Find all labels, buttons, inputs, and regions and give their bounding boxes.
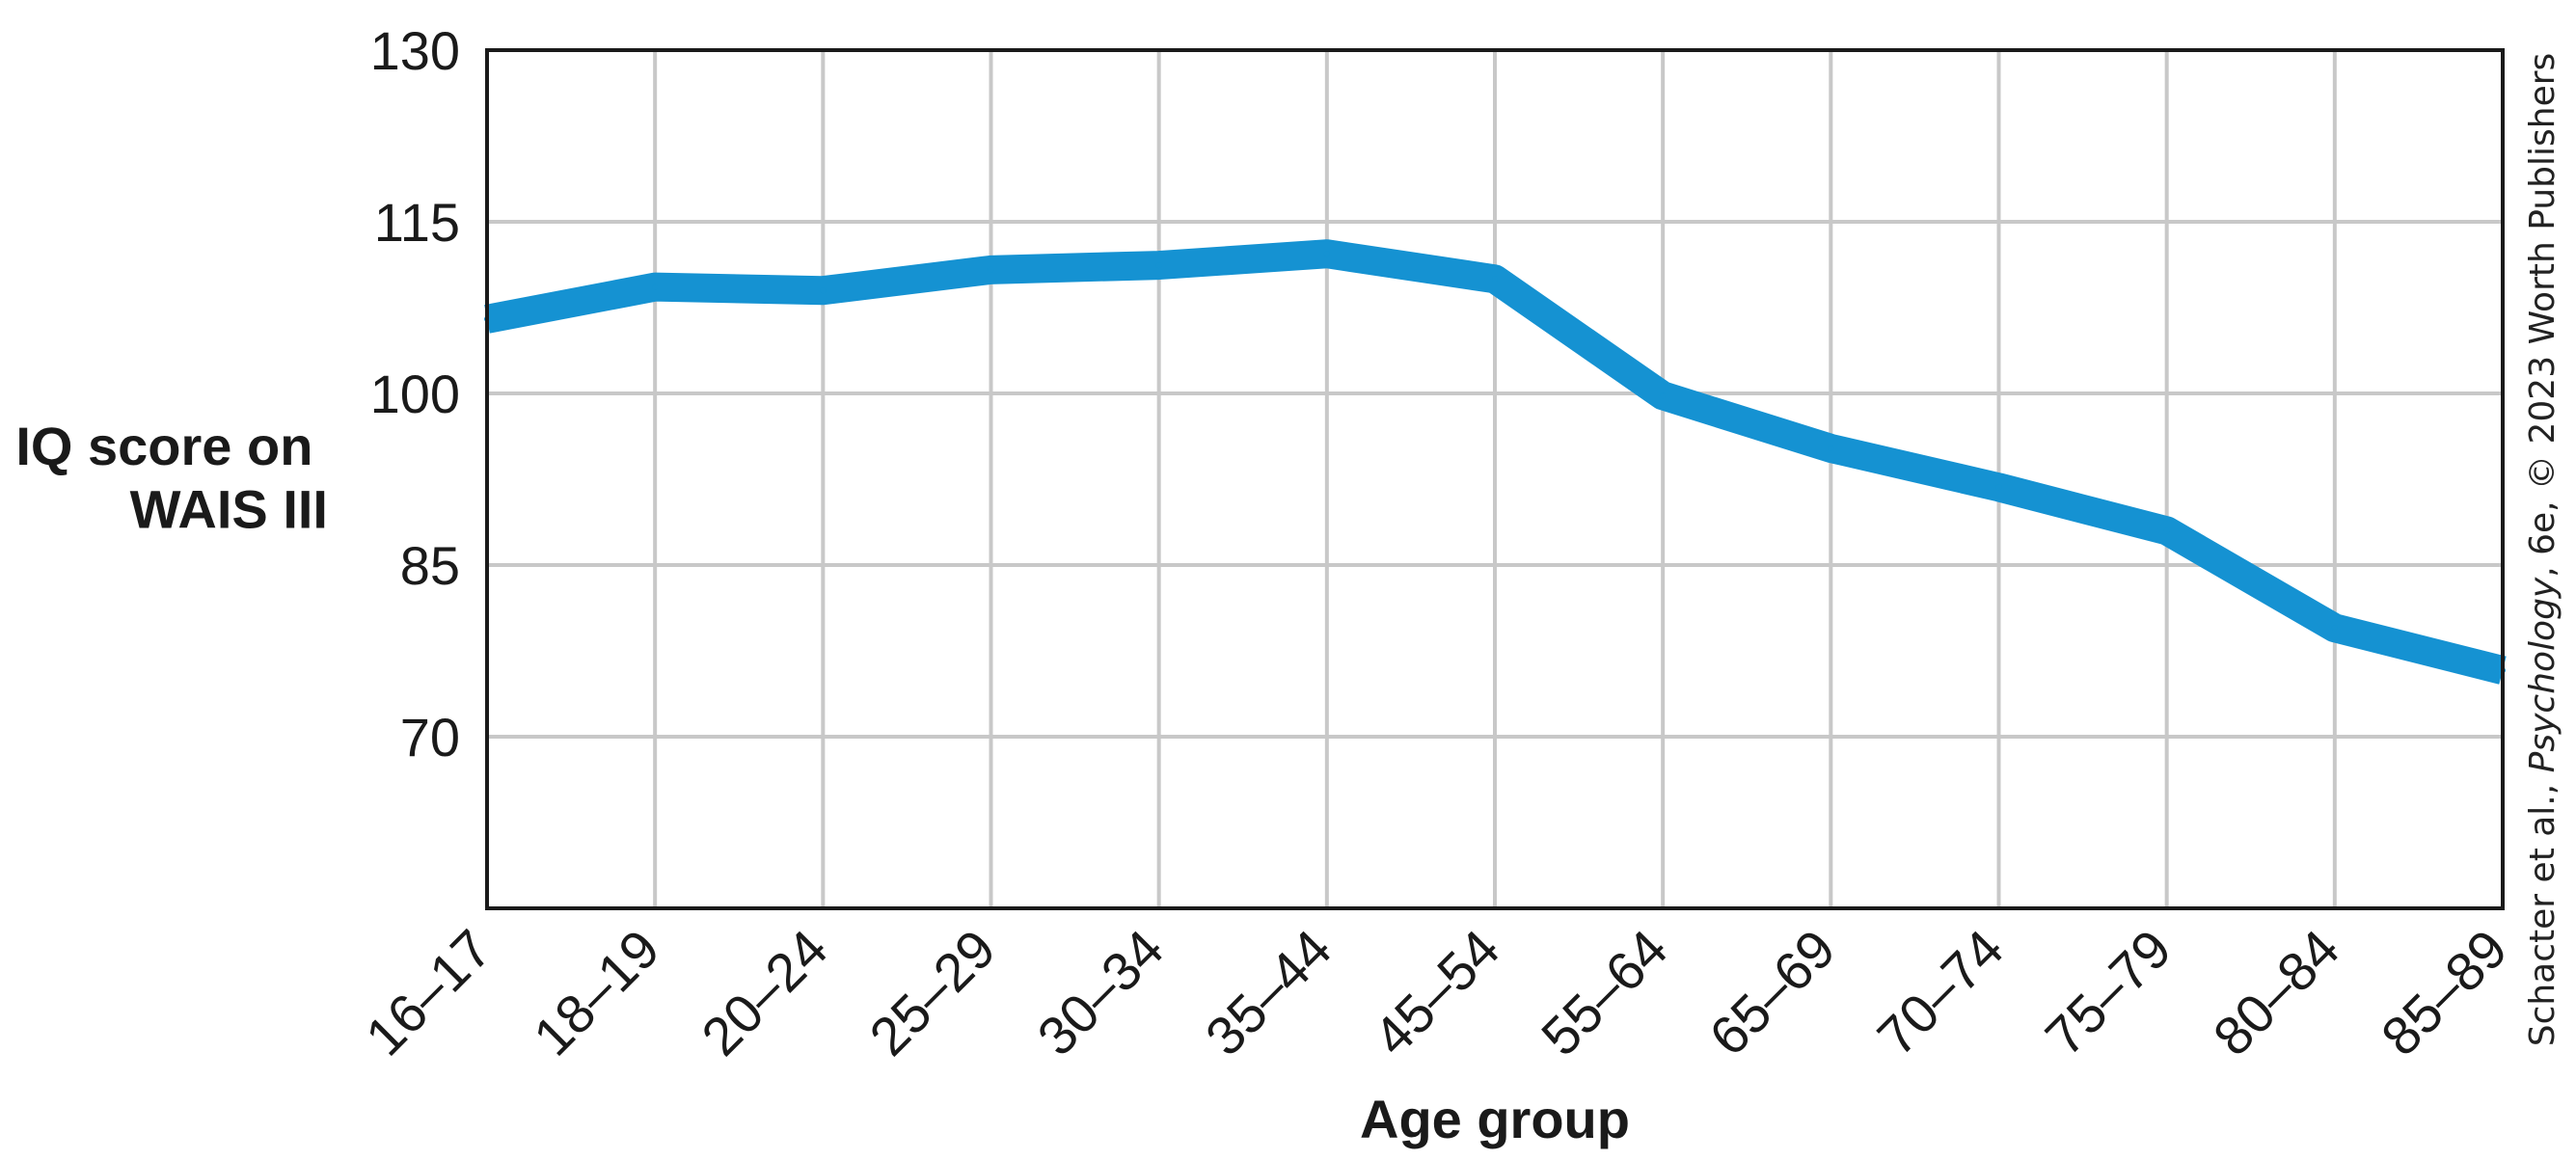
x-tick-label: 80–84 <box>2202 918 2351 1067</box>
x-tick-label: 70–74 <box>1865 918 2015 1067</box>
x-tick-label: 18–19 <box>522 918 671 1067</box>
x-tick-labels: 16–17 18–19 20–24 25–29 30–34 35–44 45–54 55–64… <box>354 918 2519 1067</box>
y-tick-label: 130 <box>370 20 460 81</box>
data-point <box>820 287 827 294</box>
x-axis-label: Age group <box>1360 1089 1630 1149</box>
x-tick-label: 55–64 <box>1530 918 1679 1067</box>
y-tick-labels: 130 115 100 85 70 <box>370 20 460 768</box>
data-point <box>2163 527 2170 534</box>
data-point <box>1492 276 1498 283</box>
y-axis-label-line-1: IQ score on <box>15 416 312 476</box>
credit-line: Schacter et al., Psychology, 6e, © 2023 … <box>2523 53 2562 1047</box>
y-tick-label: 115 <box>374 192 460 253</box>
x-tick-label: 25–29 <box>857 918 1007 1067</box>
plot-frame <box>485 48 2505 910</box>
x-tick-label: 16–17 <box>354 918 503 1067</box>
data-point <box>652 283 659 290</box>
credit-italic: Psychology <box>2523 577 2562 772</box>
y-axis-label-line-2: WAIS III <box>130 479 328 540</box>
credit-prefix: Schacter et al., <box>2523 772 2562 1046</box>
x-tick-label: 35–44 <box>1194 918 1343 1067</box>
data-point <box>2331 625 2338 632</box>
x-tick-label: 85–89 <box>2370 918 2519 1067</box>
data-point <box>988 266 994 273</box>
y-tick-label: 85 <box>400 535 460 596</box>
data-point <box>1155 262 1162 269</box>
data-point <box>1323 251 1330 257</box>
data-point <box>1660 392 1667 399</box>
x-tick-label: 75–79 <box>2033 918 2183 1067</box>
credit-suffix: , 6e, © 2023 Worth Publishers <box>2523 53 2562 578</box>
x-tick-label: 20–24 <box>690 918 839 1067</box>
data-point <box>1828 445 1834 451</box>
grid <box>487 50 2503 908</box>
y-tick-label: 100 <box>370 364 460 424</box>
data-point <box>1995 484 2002 491</box>
x-tick-label: 45–54 <box>1362 918 1511 1067</box>
x-tick-label: 30–34 <box>1025 918 1175 1067</box>
y-tick-label: 70 <box>400 707 460 768</box>
x-tick-label: 65–69 <box>1697 918 1847 1067</box>
y-axis-label: IQ score on WAIS III <box>15 416 328 540</box>
